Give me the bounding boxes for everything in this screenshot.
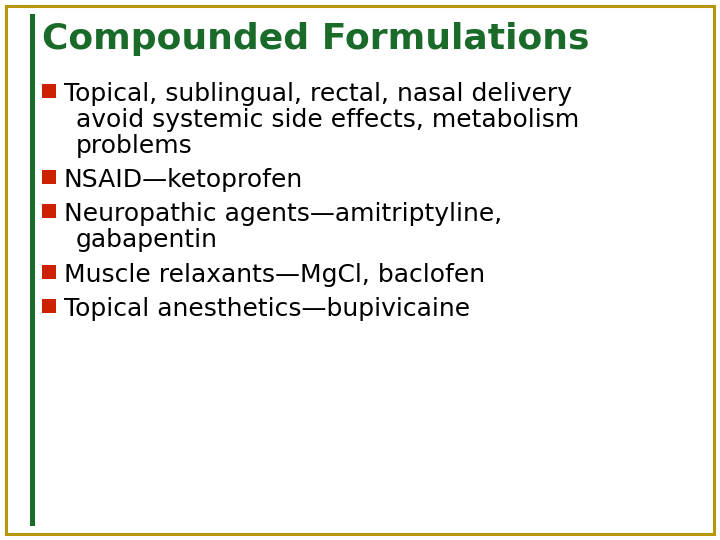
Text: NSAID—ketoprofen: NSAID—ketoprofen [64,168,303,192]
Bar [42,205,56,218]
Text: Neuropathic agents—amitriptyline,: Neuropathic agents—amitriptyline, [64,202,503,226]
Text: Muscle relaxants—MgCl, baclofen: Muscle relaxants—MgCl, baclofen [64,262,485,287]
Bar [42,84,56,98]
Text: gabapentin: gabapentin [76,228,218,253]
Bar [30,14,35,526]
Text: Topical, sublingual, rectal, nasal delivery: Topical, sublingual, rectal, nasal deliv… [64,82,572,106]
Text: avoid systemic side effects, metabolism: avoid systemic side effects, metabolism [76,108,580,132]
Text: Topical anesthetics—bupivicaine: Topical anesthetics—bupivicaine [64,296,470,321]
Bar [42,170,56,184]
Text: Compounded Formulations: Compounded Formulations [42,22,590,56]
Bar [42,265,56,279]
Bar [42,299,56,313]
Text: problems: problems [76,134,193,158]
